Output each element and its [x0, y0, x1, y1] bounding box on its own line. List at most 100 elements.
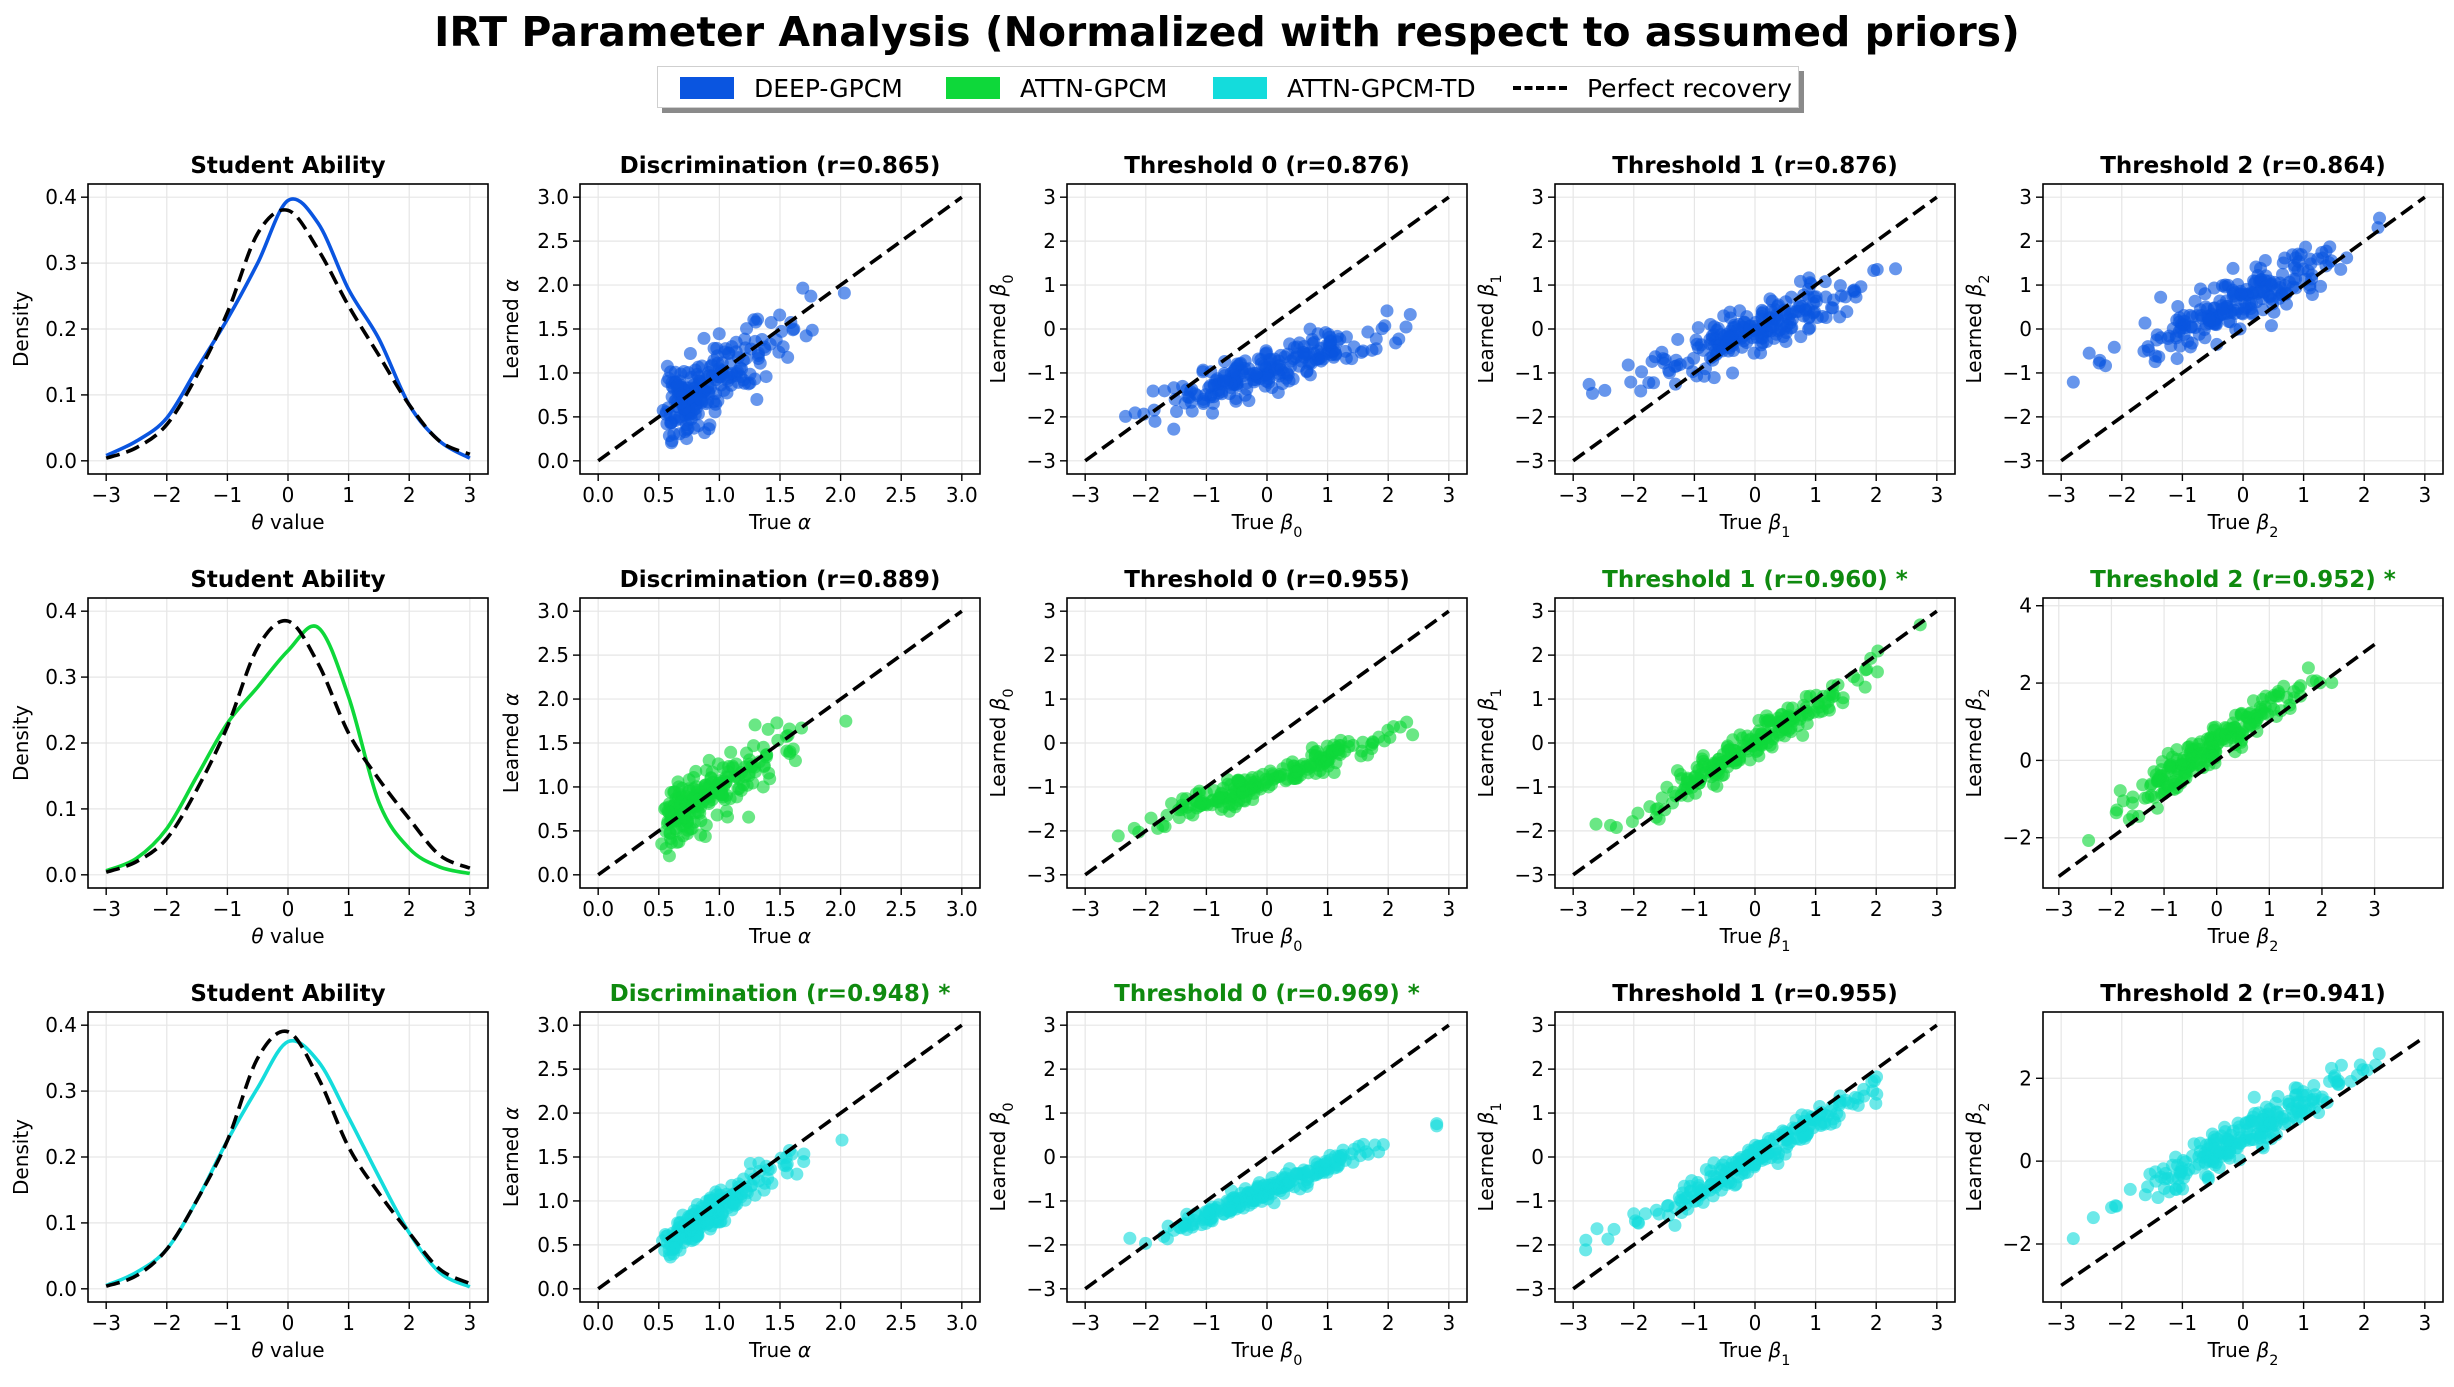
scatter-point	[1869, 1096, 1883, 1110]
scatter-point	[1262, 372, 1276, 386]
scatter-point	[805, 323, 819, 337]
scatter-point	[2148, 355, 2162, 369]
y-axis-label: Density	[9, 291, 33, 367]
x-tick-label: 0	[282, 1311, 295, 1335]
scatter-point	[2319, 244, 2333, 258]
perfect-recovery-line	[1572, 1023, 1938, 1291]
scatter-point	[2307, 1092, 2321, 1106]
x-tick-label: 3.0	[946, 483, 978, 507]
subplot-title: Threshold 1 (r=0.955)	[1612, 981, 1898, 1007]
scatter-point	[1680, 1191, 1694, 1205]
scatter-point	[1236, 786, 1250, 800]
scatter-point	[2217, 306, 2231, 320]
x-tick-label: −1	[2168, 1311, 2197, 1335]
scatter-point	[669, 414, 683, 428]
scatter-point	[1161, 1219, 1175, 1233]
scatter-point	[1281, 1175, 1295, 1189]
y-tick-label: 0.3	[45, 1079, 77, 1103]
x-tick-label: 2	[403, 483, 416, 507]
scatter-point	[1669, 377, 1683, 391]
y-tick-label: 1	[1043, 687, 1056, 711]
scatter-point	[1833, 279, 1847, 293]
scatter-point	[1742, 1143, 1756, 1157]
prior-density-line	[105, 1029, 471, 1288]
scatter-point	[1714, 1183, 1728, 1197]
x-axis-label: True α	[748, 1338, 811, 1362]
scatter-point	[2264, 691, 2278, 705]
x-tick-label: 3	[463, 1311, 476, 1335]
x-tick-label: 1.5	[764, 483, 796, 507]
x-axis-label: True β0	[1231, 924, 1303, 955]
scatter-point	[1170, 405, 1184, 419]
scatter-point	[773, 308, 787, 322]
scatter-point	[674, 1231, 688, 1245]
scatter-point	[1167, 422, 1181, 436]
scatter-point	[1301, 1164, 1315, 1178]
y-tick-label: −2	[1515, 819, 1544, 843]
x-tick-label: 1	[1321, 1311, 1334, 1335]
scatter-point	[2325, 676, 2339, 690]
x-tick-label: −3	[1558, 897, 1587, 921]
scatter-point	[2109, 806, 2123, 820]
perfect-recovery-line	[1084, 1023, 1450, 1291]
y-tick-label: 3	[1043, 185, 1056, 209]
y-axis-label: Learned α	[499, 1107, 523, 1207]
plot-area	[1572, 1023, 1938, 1291]
y-tick-label: 0	[1043, 1145, 1056, 1169]
scatter-point	[2294, 679, 2308, 693]
y-tick-label: −1	[1027, 1189, 1056, 1213]
y-tick-label: −1	[1027, 775, 1056, 799]
y-tick-label: 2	[1043, 643, 1056, 667]
x-tick-label: 2	[1382, 1311, 1395, 1335]
x-tick-label: 0.0	[582, 1311, 614, 1335]
subplot-0-4: −3 −2 −1 0 1 2 3 −3 −2 −1 0 1 2 3 Threshold 2 (r=0.864…	[1962, 153, 2444, 541]
scatter-point	[1194, 796, 1208, 810]
scatter-point	[1339, 330, 1353, 344]
x-tick-label: 3	[1930, 897, 1943, 921]
scatter-point	[1257, 778, 1271, 792]
scatter-point	[751, 348, 765, 362]
scatter-point	[1771, 314, 1785, 328]
x-tick-label: −2	[1619, 483, 1648, 507]
scatter-point	[1300, 364, 1314, 378]
y-tick-label: 0.2	[45, 317, 77, 341]
scatter-point	[1870, 665, 1884, 679]
scatter-point	[1185, 1220, 1199, 1234]
scatter-point	[2164, 339, 2178, 353]
y-tick-label: 0.4	[45, 185, 77, 209]
scatter-point	[1305, 332, 1319, 346]
x-axis-label: True β2	[2207, 1338, 2279, 1369]
scatter-point	[1579, 1233, 1593, 1247]
scatter-point	[1781, 1137, 1795, 1151]
x-tick-label: 1	[342, 483, 355, 507]
perfect-recovery-line	[597, 1023, 963, 1291]
y-tick-label: 0	[1531, 1145, 1544, 1169]
scatter-point	[1638, 1207, 1652, 1221]
x-tick-label: 1	[2297, 1311, 2310, 1335]
scatter-point	[1827, 689, 1841, 703]
x-axis-label: True β1	[1719, 924, 1791, 955]
scatter-point	[2292, 1095, 2306, 1109]
scatter-point	[2312, 1106, 2326, 1120]
x-tick-label: 0.0	[582, 483, 614, 507]
scatter-point	[1802, 271, 1816, 285]
y-tick-label: 3	[1043, 1013, 1056, 1037]
scatter-point	[786, 323, 800, 337]
scatter-point	[748, 372, 762, 386]
scatter-point	[2226, 261, 2240, 275]
scatter-point	[731, 782, 745, 796]
x-tick-label: −3	[91, 483, 120, 507]
y-tick-label: 1.5	[537, 317, 569, 341]
scatter-point	[1839, 1093, 1853, 1107]
scatter-point	[1215, 387, 1229, 401]
x-tick-label: 0	[1749, 1311, 1762, 1335]
x-tick-label: 1	[342, 897, 355, 921]
scatter-point	[1726, 733, 1740, 747]
scatter-point	[2066, 375, 2080, 389]
x-tick-label: −1	[1192, 897, 1221, 921]
x-tick-label: 2.0	[825, 897, 857, 921]
scatter-point	[1406, 728, 1420, 742]
scatter-point	[1111, 829, 1125, 843]
y-tick-label: 2	[2019, 229, 2032, 253]
scatter-point	[2288, 261, 2302, 275]
